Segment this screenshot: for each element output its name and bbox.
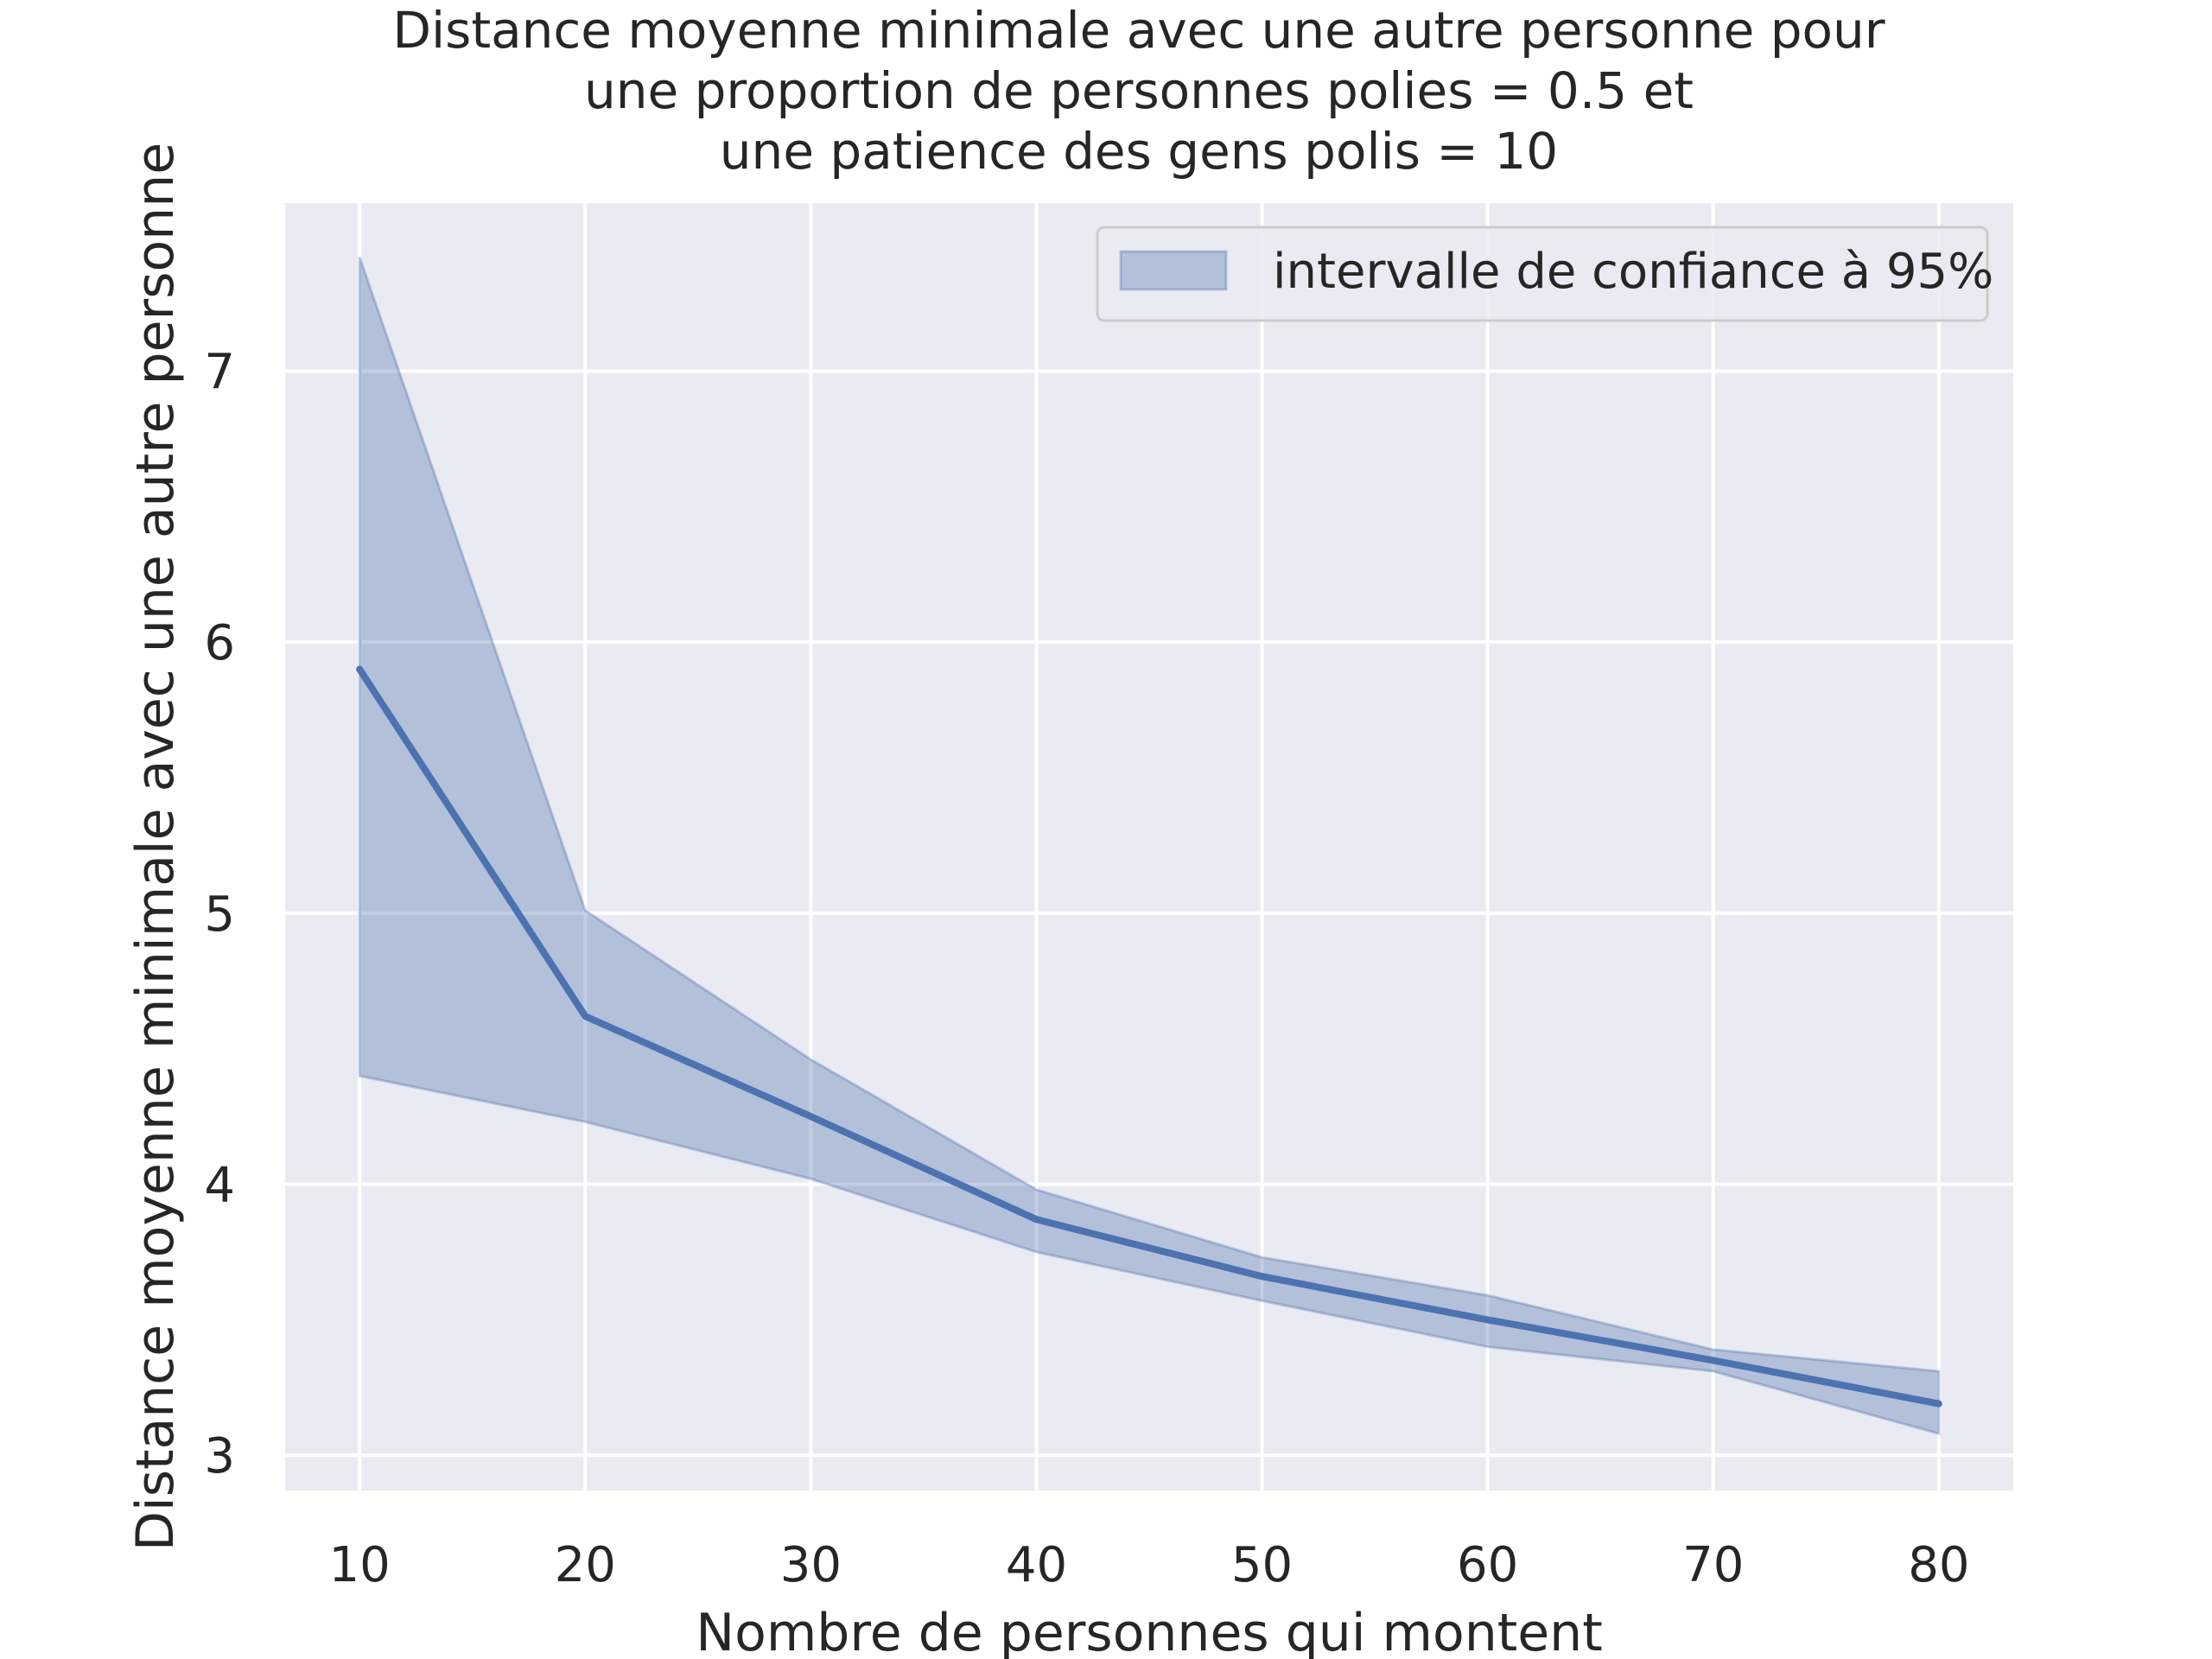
y-tick-label: 5 [204,887,235,943]
x-axis-label: Nombre de personnes qui montent [696,1603,1603,1659]
x-tick-label: 20 [555,1537,616,1593]
chart-title-line-2: une proportion de personnes polies = 0.5… [584,61,1694,120]
x-tick-label: 80 [1908,1537,1969,1593]
chart-title-line-1: Distance moyenne minimale avec une autre… [392,1,1885,60]
x-axis-ticks: 10 20 30 40 50 60 70 80 [329,1537,1970,1593]
x-tick-label: 30 [780,1537,842,1593]
legend: intervalle de confiance à 95% [1096,226,1993,322]
x-tick-label: 10 [329,1537,391,1593]
legend-entry: intervalle de confiance à 95% [1273,244,1993,300]
confidence-band-group [358,257,1941,1436]
x-tick-label: 40 [1006,1537,1067,1593]
x-tick-label: 50 [1231,1537,1293,1593]
x-tick-label: 60 [1457,1537,1518,1593]
chart-title: Distance moyenne minimale avec une autre… [392,1,1885,181]
y-tick-label: 6 [204,615,235,671]
y-tick-label: 4 [204,1158,235,1214]
confidence-band [358,257,1941,1436]
mean-line [356,665,1942,1408]
y-tick-label: 3 [204,1428,235,1484]
chart-title-line-3: une patience des gens polis = 10 [720,122,1558,181]
legend-box [1096,226,1989,322]
plot-area [285,203,2013,1491]
y-axis-ticks: 3 4 5 6 7 [204,344,235,1484]
grid [285,203,2013,1491]
y-axis-label: Distance moyenne minimale avec une autre… [125,143,186,1551]
y-tick-label: 7 [204,344,235,400]
legend-swatch [1119,250,1228,291]
mean-line-group [356,665,1942,1408]
x-tick-label: 70 [1682,1537,1744,1593]
